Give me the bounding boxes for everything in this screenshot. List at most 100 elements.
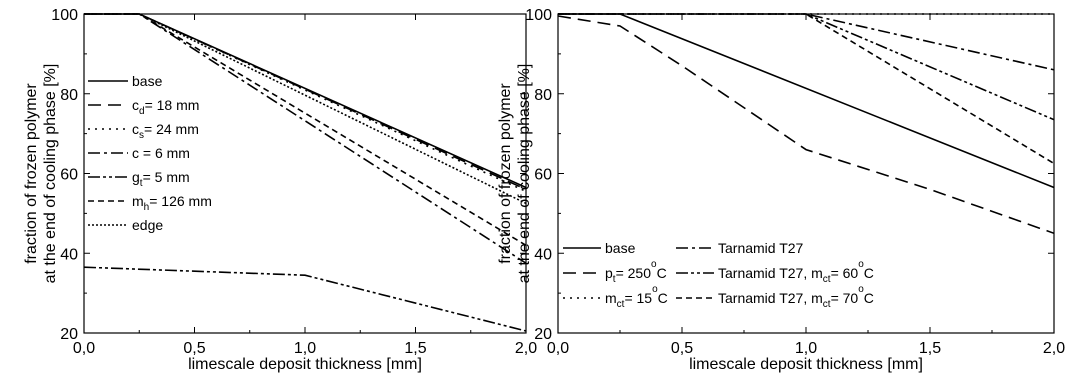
series-line-4 xyxy=(558,13,1054,121)
legend-label: cs​= 24 mm xyxy=(132,121,199,141)
legend-label-part: Tarnamid T27 xyxy=(718,240,804,256)
y-axis-label-line: fraction of frozen polymer xyxy=(497,83,514,264)
legend-label-part: c = 6 mm xyxy=(132,145,190,161)
x-tick-label: 0,0 xyxy=(547,340,569,357)
legend-label: mh​= 126 mm xyxy=(132,193,212,213)
legend-label-part: = 24 mm xyxy=(144,121,199,137)
x-tick-label: 0,5 xyxy=(671,340,693,357)
y-tick-label: 20 xyxy=(60,326,78,343)
x-tick-label: 1,5 xyxy=(919,340,941,357)
legend-label-part: c xyxy=(132,97,139,113)
legend: base cd​= 18 mm cs​= 24 mm c = 6 mm gt​= 5 m… xyxy=(88,73,212,233)
legend-label: pt​= 250o​C xyxy=(605,259,667,285)
y-tick-label: 60 xyxy=(534,167,552,184)
legend-label-part: base xyxy=(605,240,636,256)
series-line-3 xyxy=(558,13,1054,71)
legend-item: mct​= 15o​C xyxy=(563,284,668,310)
series-line-0 xyxy=(558,13,1054,189)
legend-label-part: o xyxy=(858,259,864,270)
legend-label-part: = 18 mm xyxy=(145,97,200,113)
legend-label-part: g xyxy=(132,169,140,185)
plot-frame xyxy=(557,13,1055,334)
legend-item: mh​= 126 mm xyxy=(88,193,212,213)
y-axis-label-line: at the end of cooling phase [%] xyxy=(42,64,59,284)
x-tick-label: 1,0 xyxy=(795,340,817,357)
legend-item: Tarnamid T27, mct​= 60o​C xyxy=(676,259,874,285)
legend-label: edge xyxy=(132,217,163,233)
y-axis-label-line: fraction of frozen polymer xyxy=(23,83,40,264)
legend-label: Tarnamid T27, mct​= 60o​C xyxy=(718,259,874,285)
legend-label-part: C xyxy=(864,265,874,281)
legend-label: cd​= 18 mm xyxy=(132,97,199,117)
legend-label-part: s xyxy=(139,130,144,141)
y-tick-label: 80 xyxy=(60,87,78,104)
legend-item: edge xyxy=(88,217,163,233)
legend-label-part: C xyxy=(657,265,667,281)
series-line-1 xyxy=(558,15,1054,235)
legend-label-part: h xyxy=(144,202,150,213)
legend-label: mct​= 15o​C xyxy=(605,284,668,310)
legend-label-part: C xyxy=(658,290,668,306)
legend-label-part: c xyxy=(132,121,139,137)
y-tick-label: 40 xyxy=(534,246,552,263)
legend-label: base xyxy=(605,240,636,256)
legend-label-part: d xyxy=(139,106,145,117)
x-axis-label: limescale deposit thickness [mm] xyxy=(689,356,923,373)
legend-label-part: o xyxy=(651,259,657,270)
legend-label-part: ct xyxy=(823,274,831,285)
x-axis-label: limescale deposit thickness [mm] xyxy=(188,356,422,373)
x-tick-label: 0,5 xyxy=(183,340,205,357)
series-line-4 xyxy=(84,266,526,332)
legend-label-part: t xyxy=(140,178,143,189)
legend-label-part: = 126 mm xyxy=(149,193,212,209)
legend-label-part: ct xyxy=(823,299,831,310)
series-line-5 xyxy=(558,13,1054,165)
legend-item: pt​= 250o​C xyxy=(563,259,667,285)
legend-label-part: o xyxy=(858,284,864,295)
y-tick-label: 20 xyxy=(534,326,552,343)
legend-item: cd​= 18 mm xyxy=(88,97,199,117)
legend-label-part: t xyxy=(613,274,616,285)
legend-label: Tarnamid T27 xyxy=(718,240,804,256)
legend-item: cs​= 24 mm xyxy=(88,121,199,141)
y-tick-label: 60 xyxy=(60,167,78,184)
left-chart-panel: 0,0 0,5 1,0 1,5 2,0 20 40 60 80 100 limescale depo… xyxy=(23,7,537,373)
legend-label: Tarnamid T27, mct​= 70o​C xyxy=(718,284,874,310)
legend-label-part: Tarnamid T27, m xyxy=(718,290,823,306)
legend-label: gt​= 5 mm xyxy=(132,169,190,189)
legend-label-part: o xyxy=(652,284,658,295)
series-line-5 xyxy=(84,13,526,246)
legend-label-part: p xyxy=(605,265,613,281)
legend-label-part: edge xyxy=(132,217,163,233)
legend-item: Tarnamid T27, mct​= 70o​C xyxy=(676,284,874,310)
legend-label-part: ct xyxy=(617,299,625,310)
legend-label-part: base xyxy=(132,73,163,89)
legend-item: c = 6 mm xyxy=(88,145,190,161)
x-tick-label: 1,0 xyxy=(294,340,316,357)
x-tick-label: 2,0 xyxy=(515,340,537,357)
legend-label-part: = 15 xyxy=(624,290,652,306)
legend-label-part: = 250 xyxy=(616,265,652,281)
y-tick-label: 100 xyxy=(525,7,552,24)
y-tick-label: 100 xyxy=(51,7,78,24)
y-tick-label: 40 xyxy=(60,246,78,263)
legend-label-part: = 5 mm xyxy=(143,169,190,185)
legend-item: Tarnamid T27 xyxy=(676,240,804,256)
legend-label-part: m xyxy=(132,193,144,209)
legend-label: base xyxy=(132,73,163,89)
x-tick-label: 0,0 xyxy=(73,340,95,357)
legend-label-part: C xyxy=(864,290,874,306)
y-axis-label-line: at the end of cooling phase [%] xyxy=(516,64,533,284)
legend-label-part: = 60 xyxy=(831,265,859,281)
x-tick-label: 2,0 xyxy=(1043,340,1065,357)
legend-item: gt​= 5 mm xyxy=(88,169,190,189)
legend-label-part: m xyxy=(605,290,617,306)
legend-label: c = 6 mm xyxy=(132,145,190,161)
legend-label-part: Tarnamid T27, m xyxy=(718,265,823,281)
y-tick-label: 80 xyxy=(534,87,552,104)
x-tick-label: 1,5 xyxy=(404,340,426,357)
legend-label-part: = 70 xyxy=(831,290,859,306)
